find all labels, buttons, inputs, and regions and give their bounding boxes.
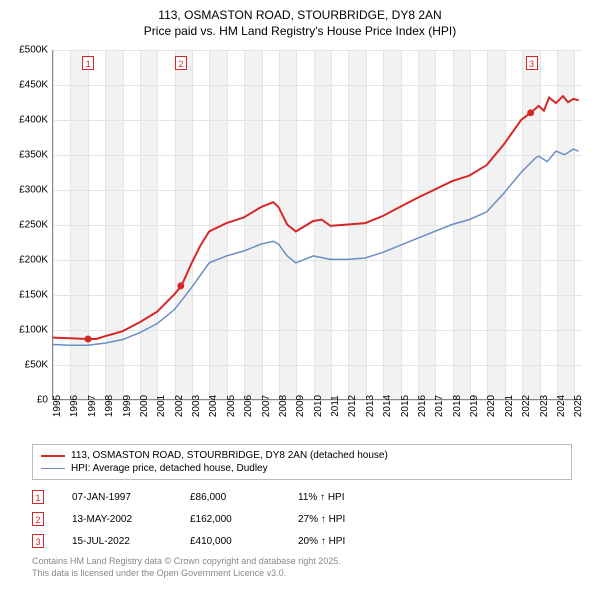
legend-label: HPI: Average price, detached house, Dudl…: [71, 463, 268, 474]
x-tick-label: 2009: [295, 395, 306, 417]
chart-svg: [53, 50, 582, 399]
y-tick-label: £500K: [19, 45, 48, 56]
x-tick-label: 2004: [208, 395, 219, 417]
x-tick-label: 2019: [469, 395, 480, 417]
x-tick-label: 2020: [486, 395, 497, 417]
event-marker-icon: 1: [32, 490, 44, 504]
x-tick-label: 1997: [87, 395, 98, 417]
events-table: 1 07-JAN-1997 £86,000 11% ↑ HPI 2 13-MAY-2002…: [32, 486, 572, 552]
title-line1: 113, OSMASTON ROAD, STOURBRIDGE, DY8 2AN: [0, 8, 600, 24]
x-tick-label: 2000: [139, 395, 150, 417]
event-pct: 11% ↑ HPI: [298, 492, 398, 503]
y-tick-label: £250K: [19, 220, 48, 231]
title-line2: Price paid vs. HM Land Registry's House …: [0, 24, 600, 40]
legend-swatch: [41, 468, 65, 469]
event-row: 1 07-JAN-1997 £86,000 11% ↑ HPI: [32, 486, 572, 508]
x-tick-label: 2012: [347, 395, 358, 417]
event-price: £86,000: [190, 492, 270, 503]
x-tick-label: 2024: [556, 395, 567, 417]
title-block: 113, OSMASTON ROAD, STOURBRIDGE, DY8 2AN…: [0, 0, 600, 39]
legend-item: HPI: Average price, detached house, Dudl…: [41, 462, 563, 475]
legend: 113, OSMASTON ROAD, STOURBRIDGE, DY8 2AN…: [32, 444, 572, 480]
event-pct: 20% ↑ HPI: [298, 536, 398, 547]
x-tick-label: 2006: [243, 395, 254, 417]
x-tick-label: 2003: [191, 395, 202, 417]
x-tick-label: 2021: [504, 395, 515, 417]
legend-item: 113, OSMASTON ROAD, STOURBRIDGE, DY8 2AN…: [41, 449, 563, 462]
event-marker: 1: [82, 56, 94, 70]
legend-label: 113, OSMASTON ROAD, STOURBRIDGE, DY8 2AN…: [71, 450, 388, 461]
y-tick-label: £350K: [19, 150, 48, 161]
x-tick-label: 1998: [104, 395, 115, 417]
x-tick-label: 2022: [521, 395, 532, 417]
event-price: £162,000: [190, 514, 270, 525]
footer-attribution: Contains HM Land Registry data © Crown c…: [32, 556, 341, 579]
event-date: 13-MAY-2002: [72, 514, 162, 525]
event-row: 3 15-JUL-2022 £410,000 20% ↑ HPI: [32, 530, 572, 552]
x-tick-label: 2025: [573, 395, 584, 417]
x-tick-label: 2005: [226, 395, 237, 417]
event-marker-icon: 2: [32, 512, 44, 526]
y-tick-label: £400K: [19, 115, 48, 126]
x-tick-label: 2015: [400, 395, 411, 417]
series-line: [53, 149, 579, 345]
x-axis-labels: 1995199619971998199920002001200220032004…: [52, 402, 582, 442]
x-tick-label: 2002: [174, 395, 185, 417]
chart-container: 113, OSMASTON ROAD, STOURBRIDGE, DY8 2AN…: [0, 0, 600, 590]
sale-point: [527, 109, 534, 116]
x-tick-label: 2011: [330, 395, 341, 417]
x-tick-label: 2023: [539, 395, 550, 417]
x-tick-label: 1999: [122, 395, 133, 417]
sale-point: [85, 335, 92, 342]
event-date: 07-JAN-1997: [72, 492, 162, 503]
y-tick-label: £200K: [19, 255, 48, 266]
plot-area: 1 2 3: [52, 50, 582, 400]
x-tick-label: 2014: [382, 395, 393, 417]
x-tick-label: 2010: [313, 395, 324, 417]
x-tick-label: 2007: [261, 395, 272, 417]
event-marker-icon: 3: [32, 534, 44, 548]
x-tick-label: 2016: [417, 395, 428, 417]
x-tick-label: 2018: [452, 395, 463, 417]
x-tick-label: 2008: [278, 395, 289, 417]
x-tick-label: 1996: [69, 395, 80, 417]
event-date: 15-JUL-2022: [72, 536, 162, 547]
y-tick-label: £450K: [19, 80, 48, 91]
event-marker: 3: [526, 56, 538, 70]
x-tick-label: 2001: [156, 395, 167, 417]
footer-line2: This data is licensed under the Open Gov…: [32, 568, 341, 580]
x-tick-label: 2013: [365, 395, 376, 417]
x-tick-label: 2017: [434, 395, 445, 417]
y-tick-label: £150K: [19, 290, 48, 301]
series-line: [53, 96, 579, 339]
y-axis-labels: £0£50K£100K£150K£200K£250K£300K£350K£400…: [0, 50, 50, 400]
event-marker: 2: [175, 56, 187, 70]
legend-swatch: [41, 455, 65, 457]
x-tick-label: 1995: [52, 395, 63, 417]
sale-point: [177, 282, 184, 289]
y-tick-label: £0: [37, 395, 48, 406]
y-tick-label: £50K: [25, 360, 48, 371]
event-pct: 27% ↑ HPI: [298, 514, 398, 525]
event-row: 2 13-MAY-2002 £162,000 27% ↑ HPI: [32, 508, 572, 530]
y-tick-label: £100K: [19, 325, 48, 336]
footer-line1: Contains HM Land Registry data © Crown c…: [32, 556, 341, 568]
event-price: £410,000: [190, 536, 270, 547]
y-tick-label: £300K: [19, 185, 48, 196]
